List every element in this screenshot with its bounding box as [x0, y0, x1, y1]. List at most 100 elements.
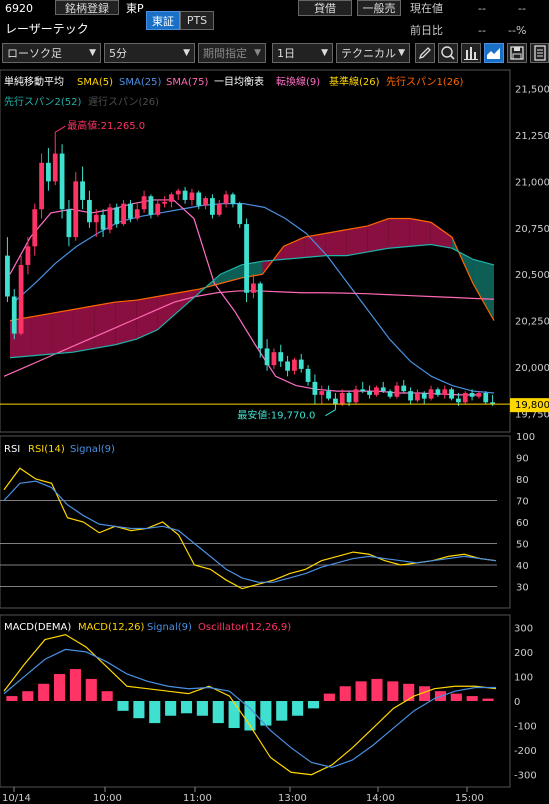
candle-body-20: [141, 196, 147, 210]
candle-body-33: [230, 194, 236, 204]
candle-body-34: [237, 203, 243, 225]
save-icon: [510, 46, 524, 60]
macd-osc-bar-4: [69, 669, 81, 701]
legend-sma25[interactable]: SMA(25): [119, 77, 161, 88]
macd-osc-bar-28: [450, 693, 462, 701]
lending-button[interactable]: 貸借: [298, 0, 352, 16]
macd-osc-bar-18: [292, 701, 304, 716]
period-select[interactable]: 期間指定 ▼: [198, 43, 266, 63]
y-tick-rsi-6: 40: [516, 561, 529, 572]
save-button[interactable]: [507, 43, 527, 63]
candle-body-69: [476, 393, 482, 397]
macd-osc-bar-24: [387, 681, 399, 701]
candle-body-16: [114, 207, 120, 225]
candle-body-66: [456, 398, 461, 403]
candle-body-23: [162, 201, 167, 204]
candle-body-41: [285, 361, 290, 371]
technical-select[interactable]: テクニカル ▼: [336, 43, 410, 63]
register-button[interactable]: 銘柄登録: [55, 0, 119, 15]
legend-rsi-signal[interactable]: Signal(9): [70, 444, 115, 455]
candle-body-53: [367, 391, 372, 395]
tab-tse[interactable]: 東証: [146, 11, 180, 30]
y-tick-main-1: 21,250: [515, 131, 549, 142]
cloud-segment-13: [283, 237, 305, 260]
current-price-label: 現在値: [410, 2, 443, 15]
macd-osc-bar-23: [371, 678, 383, 701]
candle-body-61: [421, 393, 427, 399]
macd-osc-bar-21: [339, 686, 351, 701]
y-tick-main-7: 19,750: [515, 409, 549, 420]
general-sell-button[interactable]: 一般売: [357, 0, 401, 16]
candle-body-18: [128, 203, 133, 219]
tab-pts[interactable]: PTS: [180, 11, 214, 30]
macd-osc-bar-29: [466, 696, 478, 701]
macd-osc-bar-14: [228, 701, 240, 729]
candle-body-64: [442, 389, 448, 395]
macd-osc-bar-2: [38, 683, 50, 701]
macd-osc-bar-7: [117, 701, 129, 711]
series-line-3: [9, 217, 495, 322]
macd-osc-bar-19: [307, 701, 320, 709]
candle-body-32: [223, 194, 229, 204]
legend-sma75[interactable]: SMA(75): [166, 77, 208, 88]
x-tick-label-2: 11:00: [183, 793, 212, 804]
candle-body-28: [196, 192, 202, 206]
legend-span1[interactable]: 先行スパン1(26): [386, 75, 463, 88]
candle-body-45: [312, 381, 318, 395]
candle-body-2: [18, 264, 24, 334]
candle-body-57: [394, 385, 400, 397]
pen-tool-button[interactable]: [415, 43, 435, 63]
legend-ichimoku: 一目均衡表: [214, 75, 264, 88]
low-annotation: 最安値:19,770.0: [237, 409, 336, 422]
candle-body-40: [278, 352, 284, 362]
candle-body-71: [490, 402, 495, 405]
chart-type-select[interactable]: ローソク足 ▼: [2, 43, 101, 63]
macd-osc-bar-6: [101, 691, 113, 701]
span-value: 1日: [277, 47, 295, 60]
candle-body-60: [415, 393, 420, 401]
candle-body-52: [360, 389, 366, 392]
candle-body-62: [428, 389, 434, 399]
macd-osc-bar-9: [149, 701, 161, 724]
candlesticks: [5, 132, 495, 410]
legend-chikou[interactable]: 遅行スパン(26): [88, 95, 159, 108]
zoom-button[interactable]: [438, 43, 458, 63]
cloud-segment-1: [31, 313, 53, 356]
cloud-segment-16: [346, 225, 368, 256]
interval-select[interactable]: 5分 ▼: [104, 43, 195, 63]
cloud-segment-20: [430, 222, 452, 249]
y-tick-rsi-7: 30: [516, 583, 529, 594]
search-icon: [441, 46, 455, 60]
legend-tenkan[interactable]: 転換線(9): [276, 75, 320, 88]
candle-body-38: [264, 348, 270, 366]
legend-macd-signal[interactable]: Signal(9): [147, 622, 192, 633]
legend-span2[interactable]: 先行スパン2(52): [4, 95, 81, 108]
legend-macd-line[interactable]: MACD(12,26): [78, 622, 145, 633]
candle-body-1: [11, 296, 17, 334]
legend-sma5[interactable]: SMA(5): [77, 77, 113, 88]
macd-osc-bar-26: [419, 686, 431, 701]
cloud-segment-6: [136, 296, 158, 340]
area-chart-button[interactable]: [484, 43, 504, 63]
volume-toggle-button[interactable]: [461, 43, 481, 63]
legend-macd-osc[interactable]: Oscillator(12,26,9): [198, 622, 291, 633]
ichimoku-cloud: [10, 218, 494, 358]
chevron-down-icon: ▼: [254, 48, 261, 58]
x-tick-label-5: 15:00: [455, 793, 484, 804]
macd-osc-bar-0: [6, 696, 18, 701]
candle-body-54: [374, 387, 379, 395]
legend-rsi14[interactable]: RSI(14): [28, 444, 65, 455]
candle-body-24: [169, 194, 174, 202]
main-panel-frame: [0, 69, 511, 433]
legend-kijun[interactable]: 基準線(26): [329, 75, 380, 88]
y-tick-rsi-5: 50: [516, 540, 529, 551]
candle-body-27: [189, 192, 195, 200]
cloud-segment-17: [367, 218, 389, 252]
cloud-segment-8: [178, 289, 200, 312]
candle-body-30: [210, 198, 215, 215]
span-select[interactable]: 1日 ▼: [272, 43, 333, 63]
prev-day-value: --: [478, 24, 486, 37]
stock-name: レーザーテック: [5, 22, 89, 36]
cloud-segment-18: [388, 218, 410, 249]
